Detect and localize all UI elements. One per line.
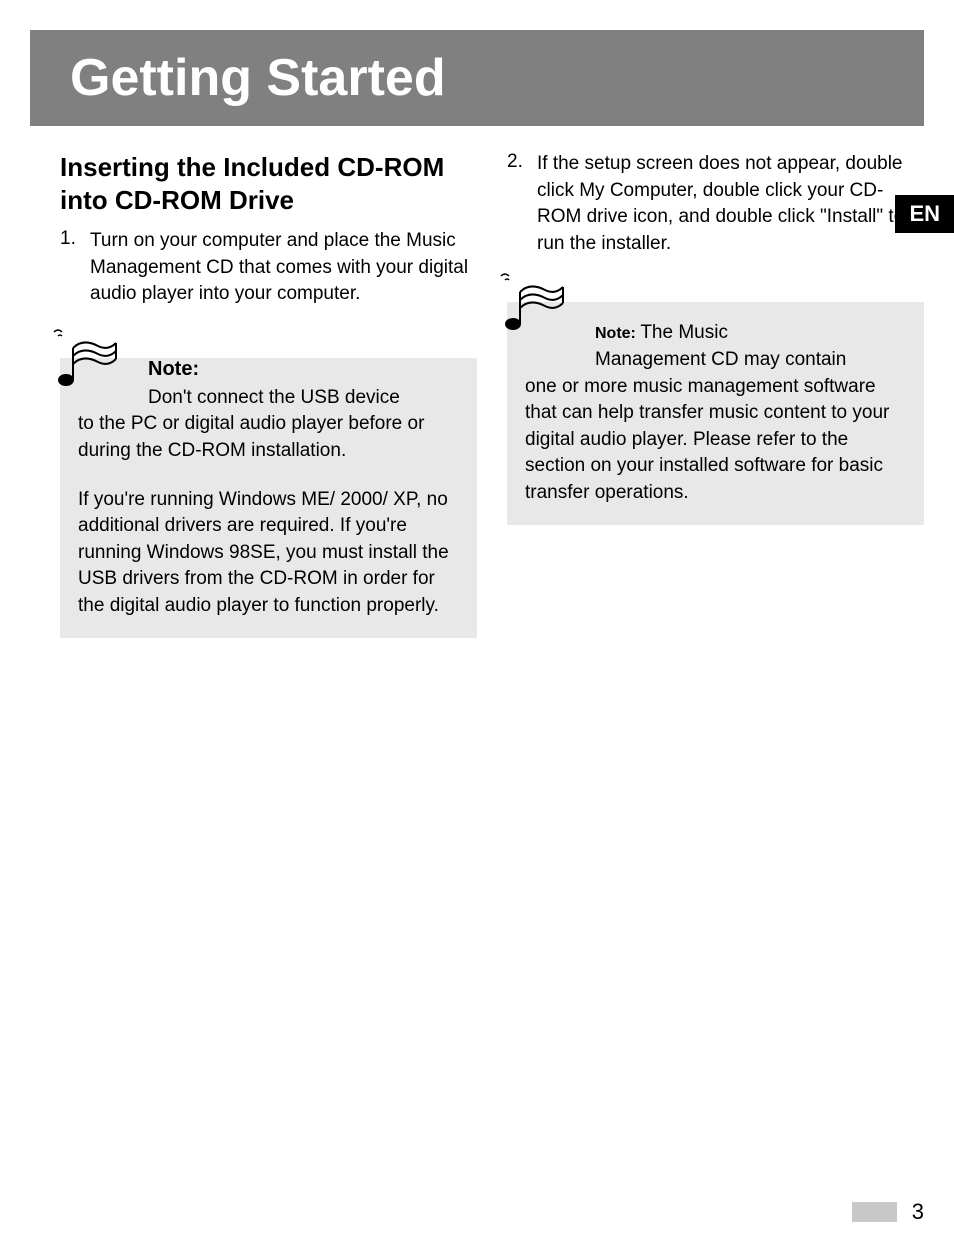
list-item-1: 1. Turn on your computer and place the M… xyxy=(60,228,477,308)
note-label: Note: xyxy=(595,325,640,342)
note-text-cont: to the PC or digital audio player before… xyxy=(78,411,459,464)
note-text-cont: one or more music management software th… xyxy=(525,374,906,507)
note-label: Note: xyxy=(148,340,199,380)
list-number: 2. xyxy=(507,151,527,257)
page-number-bar xyxy=(852,1202,897,1222)
note-box-left: Note: Don't connect the USB device to th… xyxy=(60,358,477,638)
content-area: Inserting the Included CD-ROM into CD-RO… xyxy=(60,151,924,638)
note-line1a: The Music xyxy=(640,322,728,343)
page-header: Getting Started xyxy=(30,30,924,126)
note-first-block: Note: The Music Management CD may contai… xyxy=(525,302,906,373)
page-number-area: 3 xyxy=(852,1199,924,1225)
note-line1: Don't connect the USB device xyxy=(148,385,459,412)
list-item-2: 2. If the setup screen does not appear, … xyxy=(507,151,924,257)
language-badge: EN xyxy=(895,195,954,233)
note-paragraph2: If you're running Windows ME/ 2000/ XP, … xyxy=(78,487,459,620)
section-heading: Inserting the Included CD-ROM into CD-RO… xyxy=(60,151,477,216)
page-number: 3 xyxy=(912,1199,924,1225)
note-icon xyxy=(495,272,575,342)
note-line1b: Management CD may contain xyxy=(595,347,906,374)
page-title: Getting Started xyxy=(70,48,924,108)
right-column: 2. If the setup screen does not appear, … xyxy=(507,151,924,638)
left-column: Inserting the Included CD-ROM into CD-RO… xyxy=(60,151,477,638)
list-number: 1. xyxy=(60,228,80,308)
note-icon xyxy=(48,328,128,398)
list-text: Turn on your computer and place the Musi… xyxy=(90,228,477,308)
list-text: If the setup screen does not appear, dou… xyxy=(537,151,924,257)
note-box-right: Note: The Music Management CD may contai… xyxy=(507,302,924,524)
